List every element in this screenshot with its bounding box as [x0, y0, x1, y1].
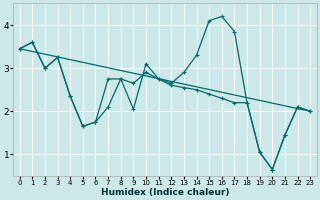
X-axis label: Humidex (Indice chaleur): Humidex (Indice chaleur)	[101, 188, 229, 197]
